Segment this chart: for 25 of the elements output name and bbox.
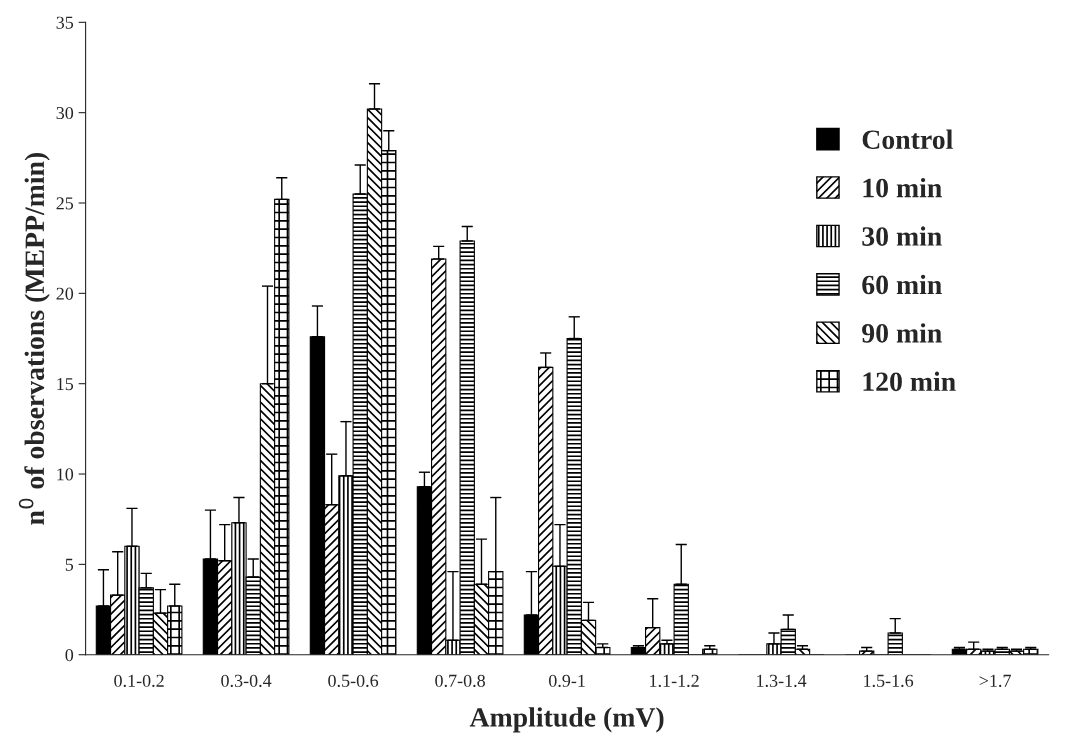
y-tick-label: 0 (65, 648, 74, 662)
x-tick-label: 0.1-0.2 (114, 674, 164, 687)
x-tick-label: 0.5-0.6 (328, 674, 379, 687)
legend-label: 90 min (862, 323, 942, 343)
y-tick-label: 5 (65, 558, 74, 571)
x-axis-title: Amplitude (mV) (469, 707, 664, 733)
x-tick-label: 0.7-0.8 (435, 674, 485, 687)
x-tick-label: 0.3-0.4 (221, 674, 272, 687)
legend-label: Control (862, 129, 953, 150)
x-tick-label: >1.7 (979, 674, 1011, 687)
y-tick-label: 30 (56, 106, 74, 120)
y-tick-label: 20 (56, 287, 74, 300)
legend-label: 30 min (862, 226, 942, 246)
y-tick-label: 35 (56, 16, 74, 29)
x-tick-label: 1.3-1.4 (757, 674, 807, 687)
y-tick-label: 25 (56, 197, 74, 210)
legend-label: 60 min (862, 274, 942, 295)
y-tick-label: 15 (57, 378, 74, 391)
legend-label: 120 min (863, 371, 956, 392)
x-tick-label: 0.9-1 (548, 674, 585, 687)
legend-label: 10 min (863, 177, 942, 198)
y-axis-title: n$^{0}$ of observations (MEPP/min) (18, 152, 50, 525)
y-tick-label: 10 (57, 468, 74, 481)
x-tick-label: 1.1-1.2 (650, 674, 699, 687)
x-tick-label: 1.5-1.6 (864, 674, 914, 687)
